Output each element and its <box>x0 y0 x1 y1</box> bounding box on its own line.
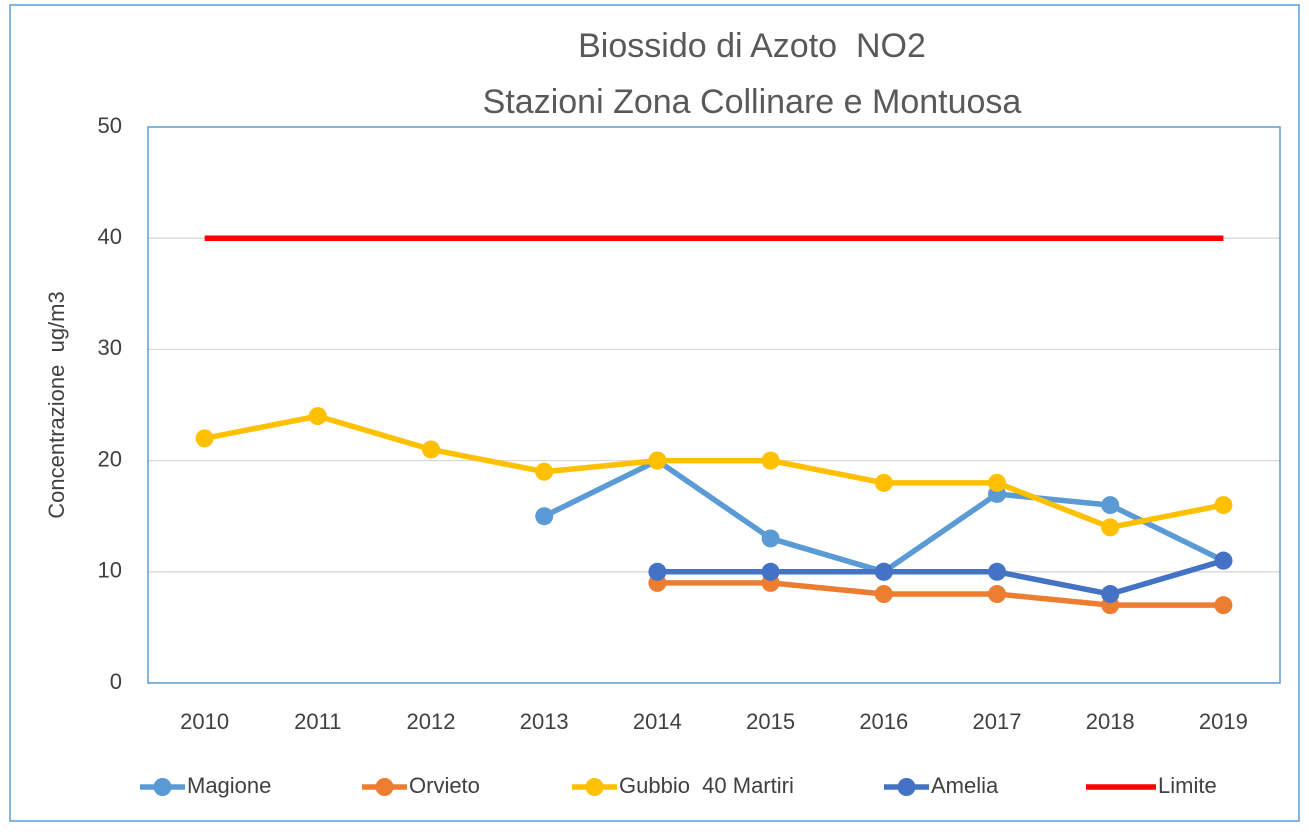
x-tick-label: 2018 <box>1086 709 1135 734</box>
data-point <box>1214 596 1233 615</box>
data-point <box>1101 518 1120 537</box>
legend-marker <box>375 778 394 796</box>
data-point <box>422 440 440 459</box>
y-axis-label: Concentrazione ug/m3 <box>44 291 69 518</box>
x-tick-label: 2016 <box>859 709 908 734</box>
legend-marker <box>153 778 172 796</box>
series-line <box>204 413 1224 531</box>
legend-marker <box>897 778 916 796</box>
data-point <box>1101 585 1120 604</box>
plot-area <box>147 126 1281 684</box>
x-tick-label: 2015 <box>746 709 795 734</box>
x-tick-label: 2010 <box>180 709 229 734</box>
chart-title: Biossido di Azoto NO2 <box>578 27 926 65</box>
legend-label: Amelia <box>931 773 999 798</box>
x-tick-label: 2011 <box>294 709 341 734</box>
data-point <box>308 407 327 426</box>
data-point <box>648 562 667 581</box>
data-point <box>988 585 1006 604</box>
data-point <box>874 473 893 492</box>
x-tick-label: 2012 <box>407 709 456 734</box>
data-point <box>1214 551 1233 570</box>
data-point <box>648 451 667 470</box>
x-tick-label: 2017 <box>973 709 1022 734</box>
legend-label: Magione <box>187 773 271 798</box>
data-point <box>761 529 780 548</box>
data-point <box>535 507 554 526</box>
series-line <box>657 580 1224 608</box>
y-tick-label: 0 <box>110 669 122 694</box>
y-tick-label: 40 <box>98 224 122 249</box>
chart-title: Stazioni Zona Collinare e Montuosa <box>483 83 1022 121</box>
y-tick-label: 30 <box>98 335 122 360</box>
x-tick-label: 2019 <box>1199 709 1248 734</box>
y-tick-label: 50 <box>98 113 122 138</box>
legend-label: Limite <box>1158 773 1217 798</box>
data-point <box>761 562 780 581</box>
legend-label: Orvieto <box>409 773 480 798</box>
data-point <box>761 451 780 470</box>
data-point <box>195 429 214 448</box>
y-tick-label: 10 <box>98 558 122 583</box>
chart-border <box>9 4 1300 822</box>
data-point <box>1101 496 1120 515</box>
data-point <box>988 562 1006 581</box>
data-point <box>535 462 554 481</box>
data-point <box>988 473 1006 492</box>
data-point <box>874 562 893 581</box>
x-tick-label: 2014 <box>633 709 682 734</box>
x-tick-label: 2013 <box>520 709 569 734</box>
data-point <box>1214 496 1233 515</box>
legend-marker <box>585 778 604 796</box>
y-tick-label: 20 <box>98 446 122 471</box>
legend-label: Gubbio 40 Martiri <box>619 773 794 798</box>
data-point <box>874 585 893 604</box>
series-line <box>657 558 1225 597</box>
